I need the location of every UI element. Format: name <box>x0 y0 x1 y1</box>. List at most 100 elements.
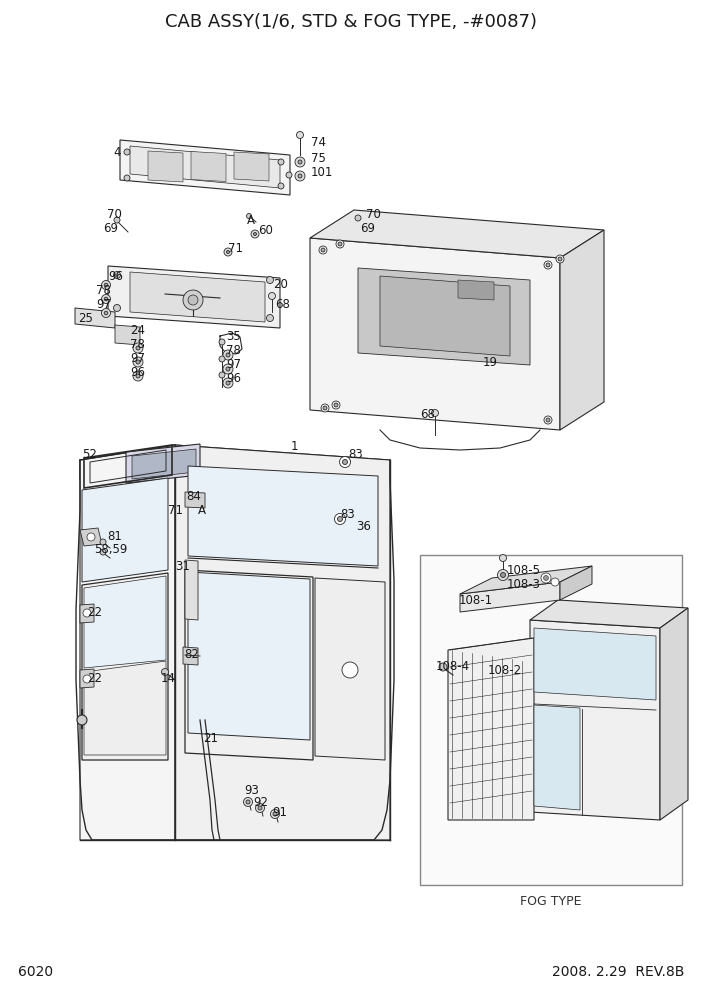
Circle shape <box>295 157 305 167</box>
Polygon shape <box>148 151 183 182</box>
Circle shape <box>114 272 121 279</box>
Polygon shape <box>660 608 688 820</box>
Circle shape <box>246 213 251 218</box>
Text: 69: 69 <box>360 221 375 234</box>
Polygon shape <box>315 578 385 760</box>
Polygon shape <box>310 210 604 258</box>
Circle shape <box>340 456 350 467</box>
Polygon shape <box>130 146 280 188</box>
Text: 81: 81 <box>107 530 122 543</box>
Circle shape <box>104 283 108 287</box>
Circle shape <box>334 403 338 407</box>
Polygon shape <box>75 308 115 328</box>
Circle shape <box>544 416 552 424</box>
Circle shape <box>102 295 110 304</box>
Polygon shape <box>234 152 269 181</box>
Circle shape <box>251 230 259 238</box>
Circle shape <box>136 346 140 350</box>
Polygon shape <box>460 566 592 594</box>
Circle shape <box>295 171 305 181</box>
Polygon shape <box>183 647 198 665</box>
Circle shape <box>104 311 108 314</box>
Circle shape <box>498 569 508 580</box>
Polygon shape <box>530 620 660 820</box>
Circle shape <box>338 242 342 246</box>
Circle shape <box>219 356 225 362</box>
Text: 97: 97 <box>226 358 241 371</box>
Text: 24: 24 <box>130 323 145 336</box>
Polygon shape <box>458 280 494 300</box>
Circle shape <box>267 277 274 284</box>
Polygon shape <box>80 604 94 623</box>
Circle shape <box>342 662 358 678</box>
Circle shape <box>224 248 232 256</box>
Polygon shape <box>84 661 166 755</box>
Circle shape <box>558 257 562 261</box>
Polygon shape <box>380 276 510 356</box>
Polygon shape <box>82 573 168 760</box>
Circle shape <box>432 410 439 417</box>
Circle shape <box>133 343 143 353</box>
Text: FOG TYPE: FOG TYPE <box>520 895 582 908</box>
Text: 22: 22 <box>87 606 102 619</box>
Circle shape <box>102 281 110 290</box>
Text: 31: 31 <box>175 559 190 572</box>
Text: 60: 60 <box>258 224 273 237</box>
Text: 101: 101 <box>311 167 333 180</box>
Circle shape <box>114 217 120 223</box>
Polygon shape <box>120 140 290 195</box>
Text: 70: 70 <box>366 208 381 221</box>
Polygon shape <box>534 628 656 700</box>
Circle shape <box>253 232 256 235</box>
Polygon shape <box>80 669 94 688</box>
Circle shape <box>83 609 91 617</box>
Text: 1: 1 <box>291 440 298 453</box>
Circle shape <box>268 293 275 300</box>
Circle shape <box>136 374 140 378</box>
Text: 97: 97 <box>96 299 111 311</box>
Text: 4: 4 <box>113 146 121 159</box>
Circle shape <box>334 514 345 525</box>
Circle shape <box>161 669 168 676</box>
Polygon shape <box>534 705 580 810</box>
Polygon shape <box>460 582 560 612</box>
Text: 71: 71 <box>168 504 183 517</box>
Polygon shape <box>185 560 198 620</box>
Circle shape <box>183 290 203 310</box>
Polygon shape <box>126 444 200 483</box>
Text: 108-5: 108-5 <box>507 563 541 576</box>
Text: 83: 83 <box>340 508 355 521</box>
Circle shape <box>114 305 121 311</box>
Text: 20: 20 <box>273 278 288 291</box>
Text: 58,59: 58,59 <box>94 543 127 556</box>
Circle shape <box>296 132 303 139</box>
Text: 91: 91 <box>272 806 287 818</box>
Circle shape <box>551 578 559 586</box>
Polygon shape <box>80 528 102 546</box>
Text: 69: 69 <box>103 221 118 234</box>
Text: 96: 96 <box>130 365 145 379</box>
Polygon shape <box>132 449 196 479</box>
Text: A: A <box>247 213 255 226</box>
Circle shape <box>343 459 347 464</box>
Circle shape <box>355 215 361 221</box>
Circle shape <box>188 295 198 305</box>
Text: 78: 78 <box>226 344 241 357</box>
Circle shape <box>270 809 279 818</box>
Circle shape <box>223 364 233 374</box>
Text: 70: 70 <box>107 208 122 221</box>
Circle shape <box>100 539 106 545</box>
Text: 108-1: 108-1 <box>459 593 493 606</box>
Polygon shape <box>448 638 534 820</box>
Circle shape <box>244 798 253 806</box>
Circle shape <box>544 261 552 269</box>
Circle shape <box>321 248 325 252</box>
Circle shape <box>256 804 265 812</box>
Text: 93: 93 <box>244 784 259 797</box>
Circle shape <box>136 360 140 364</box>
Text: 68: 68 <box>275 299 290 311</box>
Text: 82: 82 <box>184 649 199 662</box>
Circle shape <box>273 812 277 816</box>
Circle shape <box>227 251 230 254</box>
Circle shape <box>546 418 550 422</box>
